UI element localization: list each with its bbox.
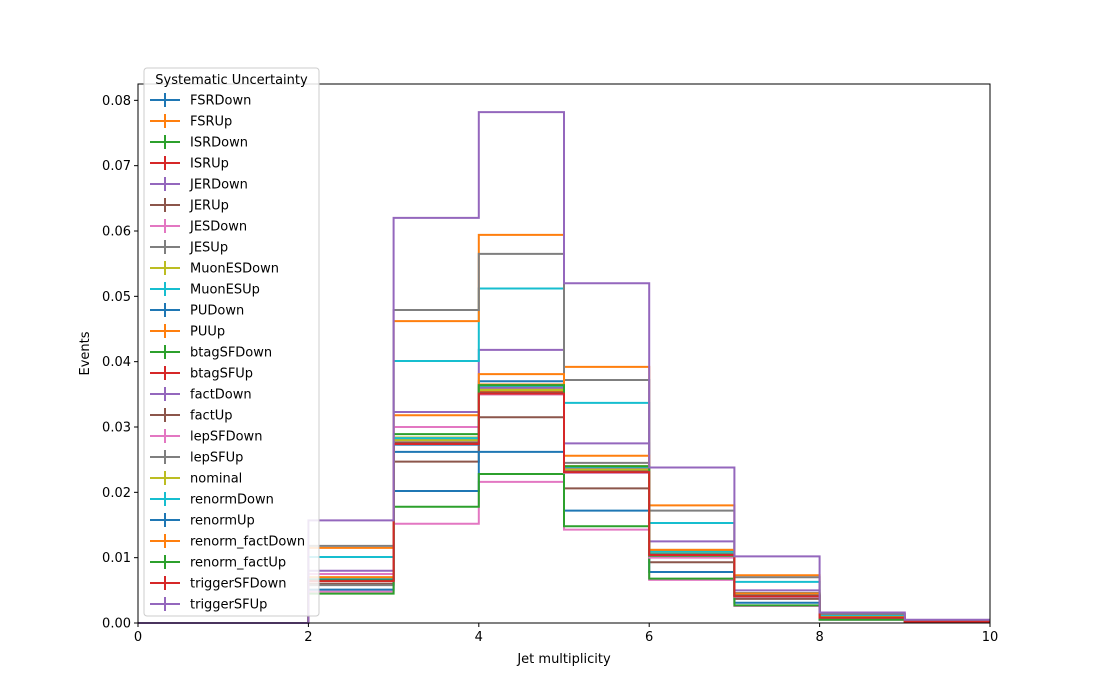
legend-label: lepSFUp <box>190 451 243 466</box>
legend-entry-factdown: factDown <box>150 387 252 403</box>
legend-label: JESUp <box>189 241 228 256</box>
legend-label: nominal <box>190 472 242 487</box>
y-tick-label: 0.00 <box>102 617 131 632</box>
y-tick-label: 0.07 <box>102 159 131 174</box>
legend-label: ISRDown <box>190 136 248 151</box>
legend-label: renormDown <box>190 493 274 508</box>
legend-entry-triggersfup: triggerSFUp <box>150 597 267 613</box>
legend-entry-isrdown: ISRDown <box>150 135 248 151</box>
legend-entry-triggersfdown: triggerSFDown <box>150 576 286 592</box>
x-tick-label: 2 <box>304 630 312 645</box>
legend-label: triggerSFDown <box>190 577 286 592</box>
y-tick-label: 0.06 <box>102 225 131 240</box>
legend-entry-btagsfdown: btagSFDown <box>150 345 272 361</box>
legend-label: renorm_factDown <box>190 535 305 550</box>
legend-label: ISRUp <box>190 157 229 172</box>
legend-entry-muonesup: MuonESUp <box>150 282 260 298</box>
legend-entry-jesdown: JESDown <box>150 219 247 235</box>
legend-entry-pudown: PUDown <box>150 303 244 319</box>
legend-entry-nominal: nominal <box>150 471 242 487</box>
x-tick-label: 10 <box>982 630 999 645</box>
legend-label: MuonESDown <box>190 262 279 277</box>
y-tick-label: 0.01 <box>102 551 131 566</box>
legend-items: FSRDown FSRUp ISRDown ISRUp JERDown JERUp JESD… <box>150 93 305 613</box>
legend-entry-factup: factUp <box>150 408 233 424</box>
x-tick-label: 4 <box>475 630 483 645</box>
legend-entry-puup: PUUp <box>150 324 225 340</box>
axes-frame <box>137 83 991 624</box>
legend-entry-lepsfdown: lepSFDown <box>150 429 262 445</box>
y-tick-label: 0.04 <box>102 355 131 370</box>
legend-entry-lepsfup: lepSFUp <box>150 450 243 466</box>
legend-label: JESDown <box>189 220 247 235</box>
legend-entry-renorm-factup: renorm_factUp <box>150 555 286 571</box>
x-tick-label: 8 <box>815 630 823 645</box>
legend-title: Systematic Uncertainty <box>155 73 308 88</box>
legend: Systematic Uncertainty FSRDown FSRUp ISRDo… <box>143 67 320 617</box>
legend-label: triggerSFUp <box>190 598 267 613</box>
legend-entry-renormdown: renormDown <box>150 492 274 508</box>
legend-label: renorm_factUp <box>190 556 286 571</box>
legend-label: factUp <box>190 409 233 424</box>
legend-entry-renormup: renormUp <box>150 513 255 529</box>
x-tick-label: 6 <box>645 630 653 645</box>
legend-label: btagSFUp <box>190 367 253 382</box>
legend-label: PUDown <box>190 304 244 319</box>
legend-label: btagSFDown <box>190 346 272 361</box>
y-axis-label: Events <box>78 331 93 375</box>
legend-entry-fsrup: FSRUp <box>150 114 232 130</box>
legend-label: JERUp <box>189 199 229 214</box>
legend-entry-jesup: JESUp <box>150 240 228 256</box>
legend-entry-isrup: ISRUp <box>150 156 229 172</box>
legend-entry-fsrdown: FSRDown <box>150 93 251 109</box>
legend-frame <box>143 67 320 617</box>
x-tick-label: 0 <box>134 630 142 645</box>
legend-label: lepSFDown <box>190 430 262 445</box>
legend-label: PUUp <box>190 325 225 340</box>
legend-label: JERDown <box>189 178 248 193</box>
legend-entry-btagsfup: btagSFUp <box>150 366 253 382</box>
y-tick-label: 0.02 <box>102 486 131 501</box>
legend-label: renormUp <box>190 514 255 529</box>
legend-label: FSRDown <box>190 94 251 109</box>
legend-label: MuonESUp <box>190 283 260 298</box>
x-axis-label: Jet multiplicity <box>516 652 611 667</box>
legend-label: factDown <box>190 388 252 403</box>
ticks-layer: 0 2 4 6 8 10 0.00 0.01 0.02 0.03 0.04 0.05 0.06 0.07 0… <box>102 94 998 645</box>
legend-entry-muonesdown: MuonESDown <box>150 261 279 277</box>
legend-entry-jerup: JERUp <box>150 198 229 214</box>
y-tick-label: 0.05 <box>102 290 131 305</box>
legend-entry-renorm-factdown: renorm_factDown <box>150 534 305 550</box>
y-tick-label: 0.08 <box>102 94 131 109</box>
legend-entry-jerdown: JERDown <box>150 177 248 193</box>
legend-label: FSRUp <box>190 115 232 130</box>
y-tick-label: 0.03 <box>102 421 131 436</box>
